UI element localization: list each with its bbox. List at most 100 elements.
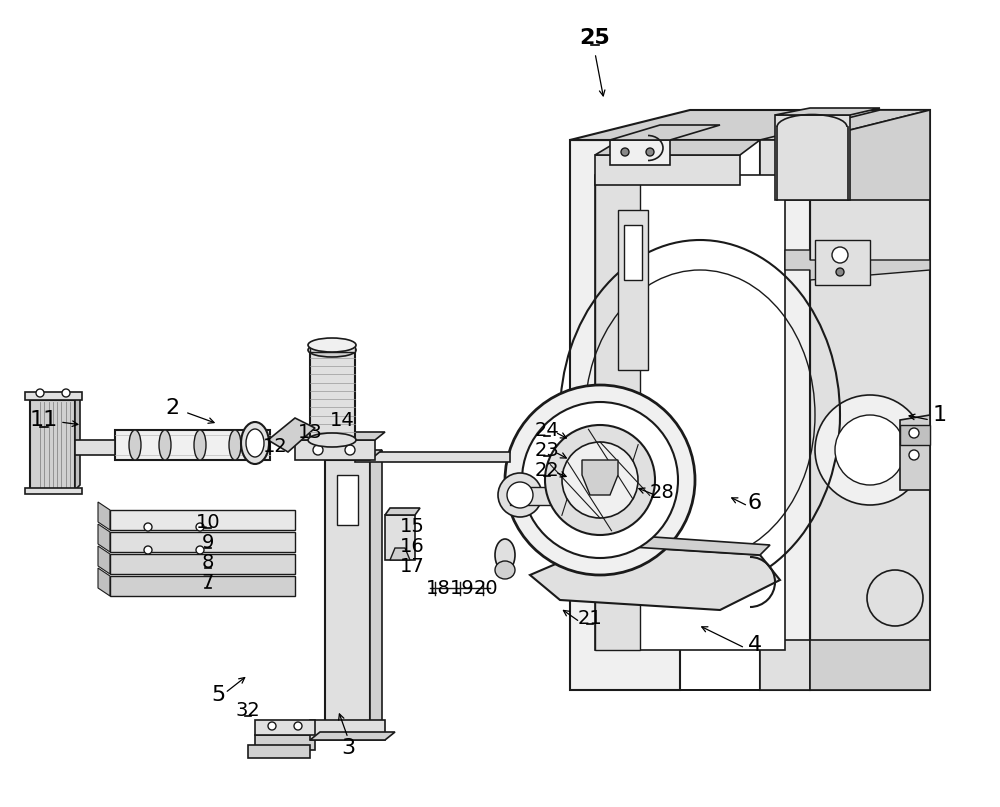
Polygon shape [75, 395, 80, 490]
Polygon shape [610, 125, 720, 140]
Text: 3: 3 [341, 738, 355, 758]
Polygon shape [510, 487, 605, 505]
Text: 11: 11 [30, 410, 58, 430]
Polygon shape [595, 155, 740, 185]
Polygon shape [815, 240, 870, 285]
Polygon shape [310, 345, 355, 352]
Text: 8: 8 [202, 553, 214, 571]
Polygon shape [810, 640, 930, 690]
Polygon shape [810, 110, 930, 690]
Circle shape [621, 148, 629, 156]
Polygon shape [248, 745, 310, 758]
Text: 23: 23 [535, 441, 559, 459]
Polygon shape [570, 110, 930, 140]
Polygon shape [25, 392, 82, 400]
Text: 17: 17 [400, 557, 424, 575]
Polygon shape [110, 510, 295, 530]
Polygon shape [25, 488, 82, 494]
Ellipse shape [495, 561, 515, 579]
Polygon shape [775, 108, 880, 115]
Circle shape [867, 570, 923, 626]
Polygon shape [337, 475, 358, 525]
Circle shape [62, 389, 70, 397]
Polygon shape [98, 524, 110, 552]
Polygon shape [810, 110, 930, 200]
Polygon shape [355, 452, 510, 462]
Polygon shape [900, 415, 930, 490]
Circle shape [36, 389, 44, 397]
Ellipse shape [308, 338, 356, 352]
Text: 22: 22 [535, 461, 559, 479]
Text: 16: 16 [400, 537, 424, 557]
Circle shape [294, 722, 302, 730]
Text: 7: 7 [202, 572, 214, 592]
Circle shape [815, 395, 925, 505]
Ellipse shape [246, 429, 264, 457]
Text: 19: 19 [450, 579, 474, 597]
Polygon shape [30, 400, 75, 490]
Polygon shape [760, 110, 930, 140]
Polygon shape [760, 140, 810, 200]
Ellipse shape [308, 433, 356, 447]
Text: 15: 15 [400, 517, 424, 537]
Circle shape [196, 523, 204, 531]
Circle shape [498, 473, 542, 517]
Polygon shape [390, 548, 410, 560]
Polygon shape [570, 140, 810, 690]
Polygon shape [255, 720, 315, 735]
Polygon shape [98, 546, 110, 574]
Polygon shape [385, 515, 415, 560]
Ellipse shape [129, 430, 141, 460]
Text: 10: 10 [196, 512, 220, 532]
Polygon shape [110, 532, 295, 552]
Polygon shape [255, 735, 315, 750]
Polygon shape [310, 720, 385, 740]
Polygon shape [624, 420, 642, 475]
Ellipse shape [229, 430, 241, 460]
Polygon shape [900, 425, 930, 445]
Text: 6: 6 [748, 493, 762, 513]
Text: 28: 28 [650, 483, 674, 501]
Circle shape [562, 442, 638, 518]
Polygon shape [582, 460, 618, 495]
Polygon shape [595, 140, 760, 155]
Polygon shape [268, 418, 315, 452]
Polygon shape [295, 432, 385, 440]
Ellipse shape [495, 539, 515, 571]
Circle shape [144, 523, 152, 531]
Polygon shape [30, 394, 80, 400]
Polygon shape [618, 210, 648, 370]
Text: 14: 14 [330, 411, 354, 429]
Polygon shape [385, 508, 420, 515]
Polygon shape [370, 450, 382, 730]
Polygon shape [110, 576, 295, 596]
Circle shape [909, 428, 919, 438]
Circle shape [835, 415, 905, 485]
Polygon shape [75, 440, 115, 455]
Polygon shape [115, 430, 270, 460]
Circle shape [832, 247, 848, 263]
Polygon shape [110, 554, 295, 574]
Text: 13: 13 [298, 423, 322, 441]
Polygon shape [600, 534, 770, 555]
Circle shape [836, 268, 844, 276]
Circle shape [268, 722, 276, 730]
Text: 24: 24 [535, 420, 559, 440]
Ellipse shape [159, 430, 171, 460]
Polygon shape [325, 460, 370, 730]
Text: 2: 2 [165, 398, 179, 418]
Circle shape [144, 546, 152, 554]
Text: 9: 9 [202, 533, 214, 551]
Text: 5: 5 [211, 685, 225, 705]
Circle shape [909, 450, 919, 460]
Polygon shape [310, 732, 395, 740]
Polygon shape [595, 175, 640, 650]
Polygon shape [98, 568, 110, 596]
Ellipse shape [241, 422, 269, 464]
Circle shape [313, 445, 323, 455]
Polygon shape [760, 640, 810, 690]
Text: 12: 12 [263, 437, 287, 455]
Polygon shape [98, 502, 110, 530]
Text: 25: 25 [580, 28, 610, 48]
Polygon shape [530, 545, 780, 610]
